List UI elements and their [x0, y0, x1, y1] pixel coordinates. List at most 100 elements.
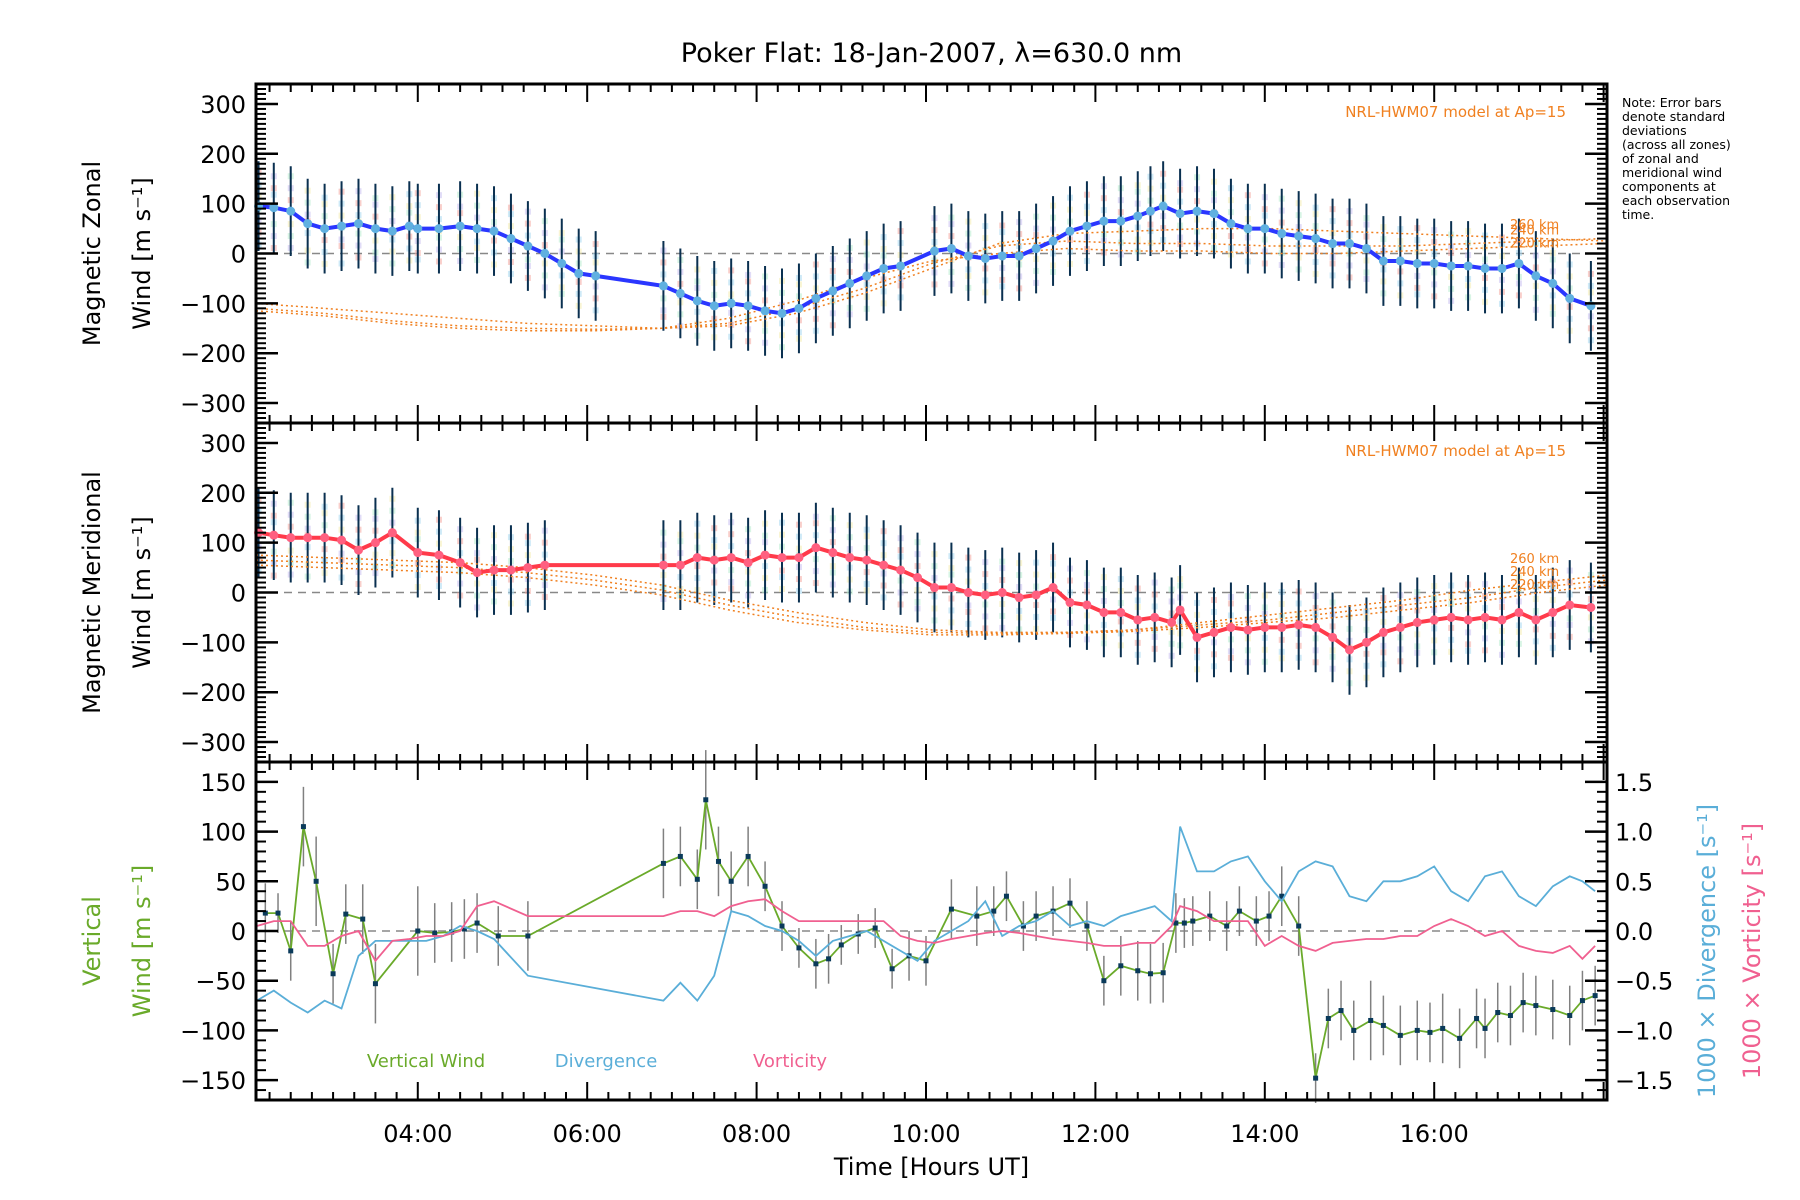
data-point	[1014, 592, 1024, 602]
data-point	[709, 555, 719, 565]
vertical-wind-point	[1380, 1022, 1386, 1028]
y-tick-label: 300	[200, 430, 246, 458]
data-point	[1395, 256, 1405, 266]
data-point	[1277, 229, 1287, 239]
data-point	[1531, 271, 1541, 281]
data-point	[1395, 622, 1405, 632]
legend-item-divergence: Divergence	[555, 1051, 658, 1072]
vertical-wind-point	[262, 910, 268, 916]
x-tick-label: 06:00	[553, 1120, 622, 1148]
y2-tick-label: 0.0	[1615, 918, 1653, 946]
vertical-wind-point	[1592, 993, 1598, 999]
y2-tick-label: 1.0	[1615, 819, 1653, 847]
error-bar-note: Note: Error bars denote standard deviati…	[1622, 95, 1731, 222]
model-alt-label: 260 km	[1510, 552, 1559, 567]
vertical-wind-point	[1338, 1008, 1344, 1014]
data-point	[353, 219, 363, 229]
data-point	[1463, 261, 1473, 271]
data-point	[320, 533, 330, 543]
y-axis-label: Magnetic Meridional	[78, 471, 106, 714]
vertical-panel	[256, 750, 1607, 1103]
data-point	[963, 588, 973, 597]
data-point	[692, 553, 702, 563]
x-tick-label: 04:00	[383, 1120, 452, 1148]
vertical-wind-point	[1224, 923, 1230, 929]
vertical-wind-point	[728, 878, 734, 884]
vertical-wind-point	[275, 910, 281, 916]
vertical-wind-point	[1520, 1000, 1526, 1006]
data-point	[777, 553, 787, 563]
data-point	[1192, 632, 1202, 642]
vertical-wind-point	[1313, 1075, 1319, 1081]
data-point	[1361, 637, 1371, 647]
data-point	[794, 303, 804, 313]
data-point	[879, 263, 889, 273]
data-point	[1048, 583, 1058, 593]
meridional-panel	[254, 426, 1608, 759]
data-point	[777, 308, 787, 318]
data-point	[1345, 645, 1355, 655]
data-point	[1260, 224, 1270, 234]
data-point	[574, 268, 584, 278]
vertical-wind-point	[762, 883, 768, 889]
data-point	[320, 224, 330, 234]
data-point	[455, 558, 465, 568]
data-point	[489, 226, 499, 236]
vertical-wind-point	[1414, 1027, 1420, 1033]
data-point	[980, 590, 990, 600]
data-point	[1133, 615, 1143, 625]
data-point	[1497, 615, 1507, 625]
data-point	[675, 288, 685, 298]
data-point	[1082, 221, 1092, 231]
y-tick-label: 100	[200, 191, 246, 219]
data-point	[1378, 627, 1388, 637]
data-point	[692, 296, 702, 306]
data-point	[1209, 627, 1219, 637]
data-point	[760, 550, 770, 560]
y-tick-label: −300	[180, 390, 246, 418]
vertical-wind-point	[813, 961, 819, 967]
y-tick-label: 100	[200, 530, 246, 558]
y2-tick-label: 0.5	[1615, 868, 1653, 896]
data-point	[862, 271, 872, 281]
vertical-wind-point	[1550, 1007, 1556, 1013]
vertical-wind-point	[1368, 1017, 1374, 1023]
data-point	[523, 563, 533, 573]
vertical-wind-point	[889, 966, 895, 972]
vertical-wind-point	[495, 933, 501, 939]
vertical-wind-point	[1067, 900, 1073, 906]
data-point	[540, 560, 550, 570]
vertical-wind-point	[432, 930, 438, 936]
vertical-wind-point	[343, 911, 349, 917]
data-point	[455, 221, 465, 231]
vertical-wind-point	[1507, 1013, 1513, 1018]
data-point	[1277, 622, 1287, 632]
data-point	[1192, 206, 1202, 216]
vertical-wind-point	[1253, 918, 1259, 924]
data-point	[1412, 617, 1422, 627]
vertical-wind-point	[991, 908, 997, 914]
data-point	[303, 219, 313, 229]
data-point	[1548, 607, 1558, 617]
data-point	[413, 548, 423, 558]
chart-title: Poker Flat: 18-Jan-2007, λ=630.0 nm	[681, 38, 1182, 69]
vertical-wind-point	[779, 923, 785, 929]
data-point	[1175, 209, 1185, 219]
vertical-wind-point	[1495, 1010, 1501, 1016]
data-point	[1446, 612, 1456, 622]
vertical-wind-point	[1147, 971, 1153, 977]
vertical-wind-point	[1351, 1027, 1357, 1033]
vertical-wind-point	[1181, 920, 1187, 926]
data-point	[997, 588, 1007, 597]
data-point	[434, 550, 444, 560]
data-point	[557, 258, 567, 268]
y-tick-label: 50	[215, 868, 246, 896]
data-point	[1311, 234, 1321, 244]
data-point	[1048, 236, 1058, 246]
data-point	[1294, 231, 1304, 241]
data-point	[387, 226, 397, 236]
y2-tick-label: −1.0	[1615, 1017, 1673, 1045]
y-tick-label: −100	[180, 290, 246, 318]
vertical-wind-point	[872, 925, 878, 931]
vertical-wind-point	[1101, 978, 1107, 984]
